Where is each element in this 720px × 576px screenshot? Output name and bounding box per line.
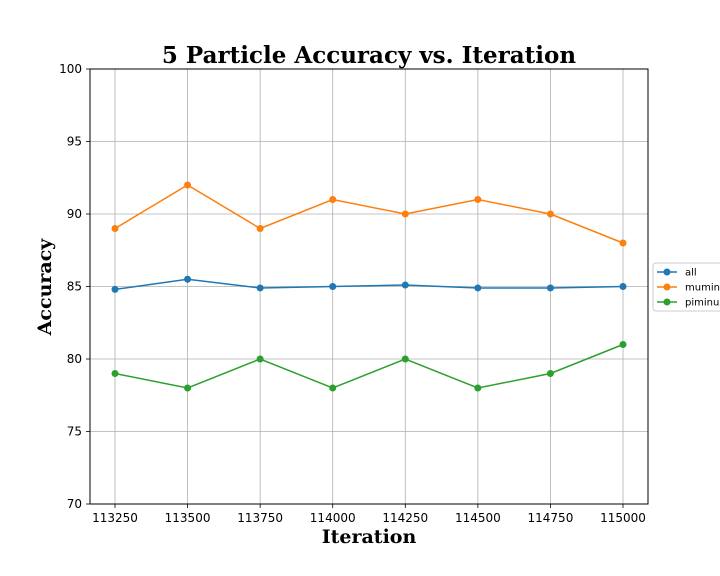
x-tick-label: 114250 [382, 511, 428, 525]
y-ticks: 70 75 80 85 90 95 100 [59, 62, 90, 511]
data-point [546, 210, 554, 218]
y-tick-label: 100 [59, 62, 82, 76]
y-tick-label: 70 [67, 497, 82, 511]
legend-item-all: all [657, 268, 697, 279]
x-tick-label: 113500 [165, 511, 211, 525]
data-point [546, 370, 554, 377]
y-tick-label: 95 [67, 135, 82, 149]
data-point [256, 355, 264, 363]
data-point [111, 370, 119, 377]
legend-marker [663, 283, 671, 291]
series-all [111, 275, 627, 293]
data-point [256, 225, 264, 232]
data-point [111, 225, 119, 232]
series-line [114, 184, 624, 244]
series-line [114, 343, 624, 389]
legend-box [652, 262, 720, 312]
x-tick-label: 114500 [455, 511, 501, 525]
data-point [329, 283, 337, 290]
data-point [329, 196, 337, 203]
x-tick-label: 114000 [310, 511, 356, 525]
series-muminus [111, 181, 627, 247]
legend: all muminus piminus [652, 262, 720, 312]
data-point [401, 281, 409, 289]
legend-item-muminus: muminus [657, 283, 720, 294]
data-point [619, 283, 627, 290]
y-tick-label: 90 [67, 207, 82, 221]
legend-item-piminus: piminus [657, 298, 720, 309]
series-layer [111, 181, 627, 392]
x-tick-label: 114750 [528, 511, 574, 525]
data-point [184, 181, 192, 189]
legend-marker [663, 268, 671, 276]
series-piminus [111, 341, 627, 392]
chart-title: 5 Particle Accuracy vs. Iteration [162, 42, 576, 69]
legend-label: muminus [685, 283, 720, 294]
y-tick-label: 80 [67, 352, 82, 366]
data-point [474, 384, 482, 392]
legend-label: piminus [685, 298, 720, 309]
data-point [256, 284, 264, 292]
data-point [401, 355, 409, 363]
x-tick-label: 115000 [600, 511, 646, 525]
y-tick-label: 85 [67, 280, 82, 294]
data-point [474, 284, 482, 292]
y-axis-label: Accuracy [34, 238, 56, 337]
data-point [184, 275, 192, 283]
data-point [184, 384, 192, 392]
x-axis-label: Iteration [322, 526, 417, 548]
data-point [474, 196, 482, 203]
data-point [329, 384, 337, 392]
data-point [546, 284, 554, 292]
legend-label: all [685, 268, 697, 279]
series-line [114, 278, 624, 291]
y-tick-label: 75 [67, 425, 82, 439]
data-point [619, 239, 627, 247]
data-point [619, 341, 627, 348]
data-point [401, 210, 409, 218]
x-tick-label: 113750 [237, 511, 283, 525]
data-point [111, 285, 119, 293]
x-tick-label: 113250 [92, 511, 138, 525]
x-ticks: 113250 113500 113750 114000 114250 114500 1147… [92, 504, 646, 525]
legend-marker [663, 298, 671, 306]
